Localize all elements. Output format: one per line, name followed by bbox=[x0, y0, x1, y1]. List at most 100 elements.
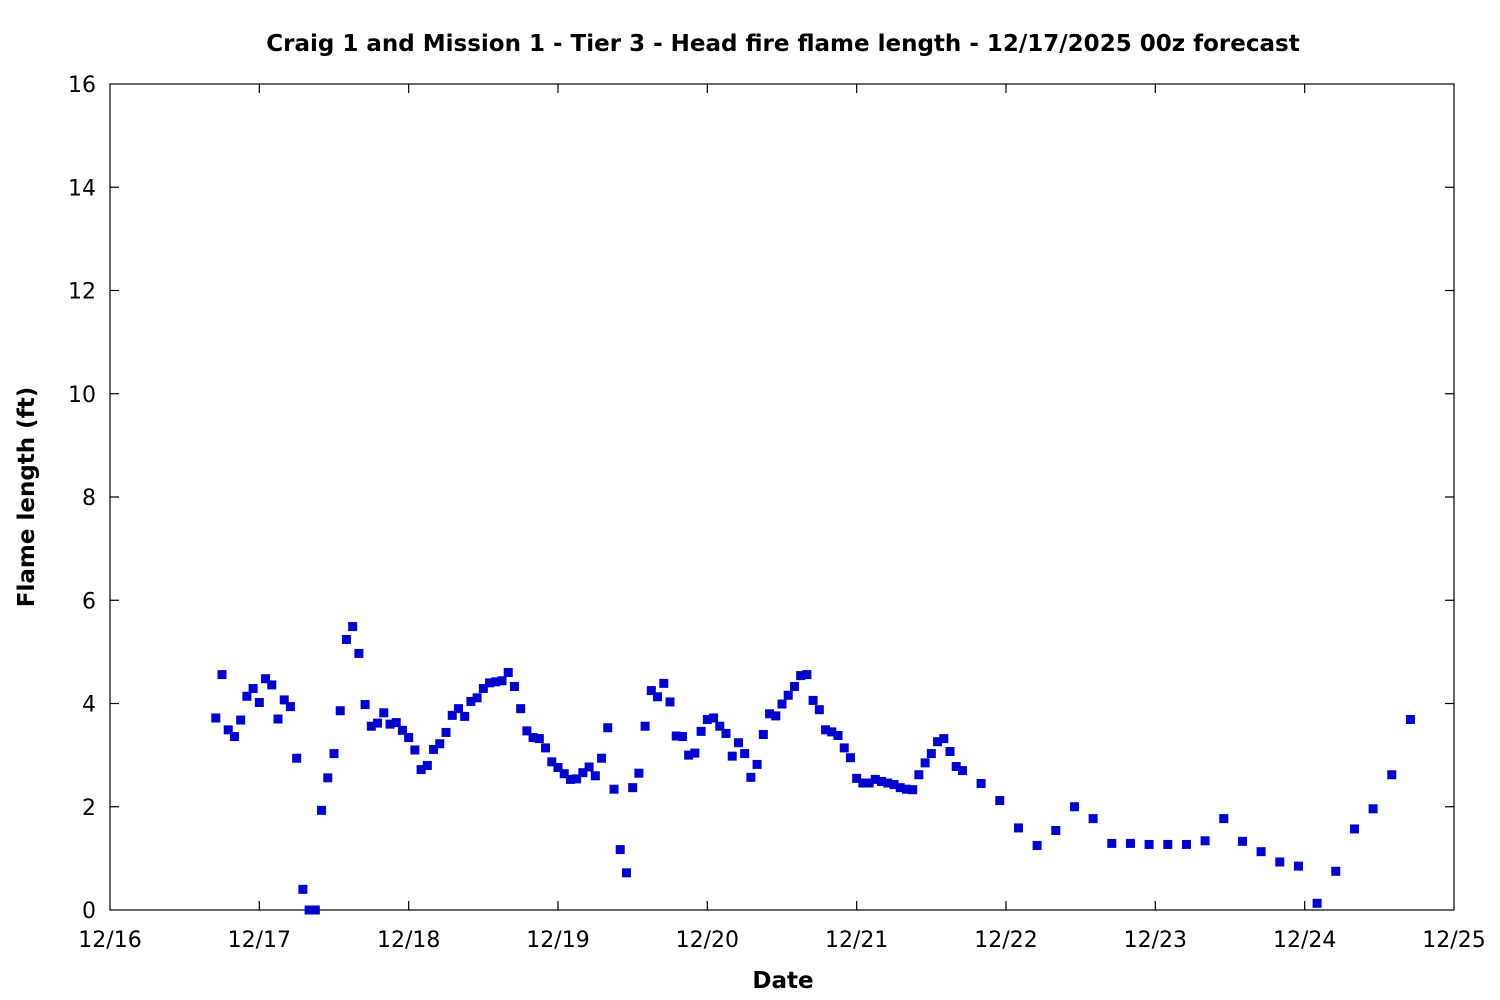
data-point bbox=[1368, 804, 1378, 814]
data-point bbox=[1144, 839, 1154, 849]
data-point bbox=[1405, 715, 1415, 725]
y-tick-label: 4 bbox=[82, 693, 96, 718]
y-tick-label: 10 bbox=[68, 383, 96, 408]
data-point bbox=[1163, 839, 1173, 849]
data-point bbox=[429, 744, 439, 754]
y-tick-label: 2 bbox=[82, 796, 96, 821]
data-point bbox=[590, 771, 600, 781]
data-point bbox=[329, 749, 339, 759]
data-point bbox=[261, 674, 271, 684]
data-point bbox=[267, 680, 277, 690]
data-point bbox=[335, 706, 345, 716]
data-point bbox=[615, 845, 625, 855]
data-point bbox=[771, 711, 781, 721]
y-tick-label: 8 bbox=[82, 486, 96, 511]
data-point bbox=[914, 770, 924, 780]
y-tick-label: 6 bbox=[82, 589, 96, 614]
data-point bbox=[808, 695, 818, 705]
data-point bbox=[1051, 825, 1061, 835]
x-tick-label: 12/18 bbox=[377, 928, 440, 953]
data-point bbox=[740, 749, 750, 759]
data-point bbox=[957, 766, 967, 776]
data-point bbox=[497, 676, 507, 686]
x-axis-ticks: 12/16 12/17 12/18 12/19 12/20 12/21 12/22 12/23… bbox=[78, 84, 1486, 953]
data-point bbox=[677, 732, 687, 742]
data-point bbox=[821, 725, 831, 735]
y-tick-label: 12 bbox=[68, 280, 96, 305]
data-point bbox=[1312, 898, 1322, 908]
data-point bbox=[1387, 770, 1397, 780]
data-point bbox=[696, 726, 706, 736]
data-point bbox=[877, 776, 887, 786]
data-point bbox=[285, 702, 295, 712]
data-point bbox=[715, 721, 725, 731]
y-axis-ticks: 0 2 4 6 8 10 12 14 16 bbox=[68, 73, 1454, 924]
data-point bbox=[1107, 838, 1117, 848]
data-point bbox=[621, 868, 631, 878]
data-point bbox=[348, 622, 358, 632]
data-point bbox=[584, 762, 594, 772]
data-point bbox=[926, 749, 936, 759]
data-point bbox=[640, 721, 650, 731]
data-point bbox=[752, 759, 762, 769]
data-point bbox=[211, 713, 221, 723]
data-point bbox=[273, 714, 283, 724]
data-point bbox=[920, 758, 930, 768]
data-point bbox=[864, 778, 874, 788]
data-point bbox=[889, 780, 899, 790]
x-tick-label: 12/20 bbox=[676, 928, 739, 953]
data-point bbox=[522, 726, 532, 736]
x-tick-label: 12/24 bbox=[1273, 928, 1336, 953]
data-point bbox=[746, 772, 756, 782]
data-point bbox=[721, 728, 731, 738]
data-point bbox=[634, 768, 644, 778]
data-point bbox=[1293, 861, 1303, 871]
data-point bbox=[534, 734, 544, 744]
data-point bbox=[503, 668, 513, 678]
data-point bbox=[553, 763, 563, 773]
data-point bbox=[229, 732, 239, 742]
data-point bbox=[441, 727, 451, 737]
data-point bbox=[242, 691, 252, 701]
data-point bbox=[653, 692, 663, 702]
data-point bbox=[727, 751, 737, 761]
data-point bbox=[646, 686, 656, 696]
x-tick-label: 12/16 bbox=[78, 928, 141, 953]
data-point bbox=[951, 761, 961, 771]
data-point bbox=[410, 745, 420, 755]
data-point bbox=[1181, 839, 1191, 849]
data-point bbox=[453, 704, 463, 714]
data-point bbox=[478, 684, 488, 694]
data-point bbox=[789, 681, 799, 691]
data-point bbox=[236, 715, 246, 725]
data-point bbox=[628, 783, 638, 793]
x-tick-label: 12/23 bbox=[1124, 928, 1187, 953]
data-point bbox=[777, 699, 787, 709]
data-point bbox=[547, 757, 557, 767]
data-point bbox=[379, 708, 389, 718]
data-point bbox=[827, 727, 837, 737]
data-point bbox=[852, 773, 862, 783]
data-point bbox=[323, 773, 333, 783]
data-point bbox=[360, 700, 370, 710]
x-tick-label: 12/19 bbox=[526, 928, 589, 953]
data-point bbox=[802, 670, 812, 680]
data-point bbox=[1349, 824, 1359, 834]
data-point bbox=[565, 774, 575, 784]
data-point bbox=[1275, 857, 1285, 867]
data-point bbox=[391, 718, 401, 728]
data-point bbox=[248, 684, 258, 694]
data-point bbox=[945, 747, 955, 757]
data-point bbox=[671, 731, 681, 741]
data-point bbox=[341, 634, 351, 644]
data-point bbox=[422, 760, 432, 770]
data-point bbox=[839, 743, 849, 753]
data-point bbox=[995, 796, 1005, 806]
data-point bbox=[603, 723, 613, 733]
data-point bbox=[858, 778, 868, 788]
data-point bbox=[883, 778, 893, 788]
data-point bbox=[765, 709, 775, 719]
data-point bbox=[690, 748, 700, 758]
data-point bbox=[833, 731, 843, 741]
